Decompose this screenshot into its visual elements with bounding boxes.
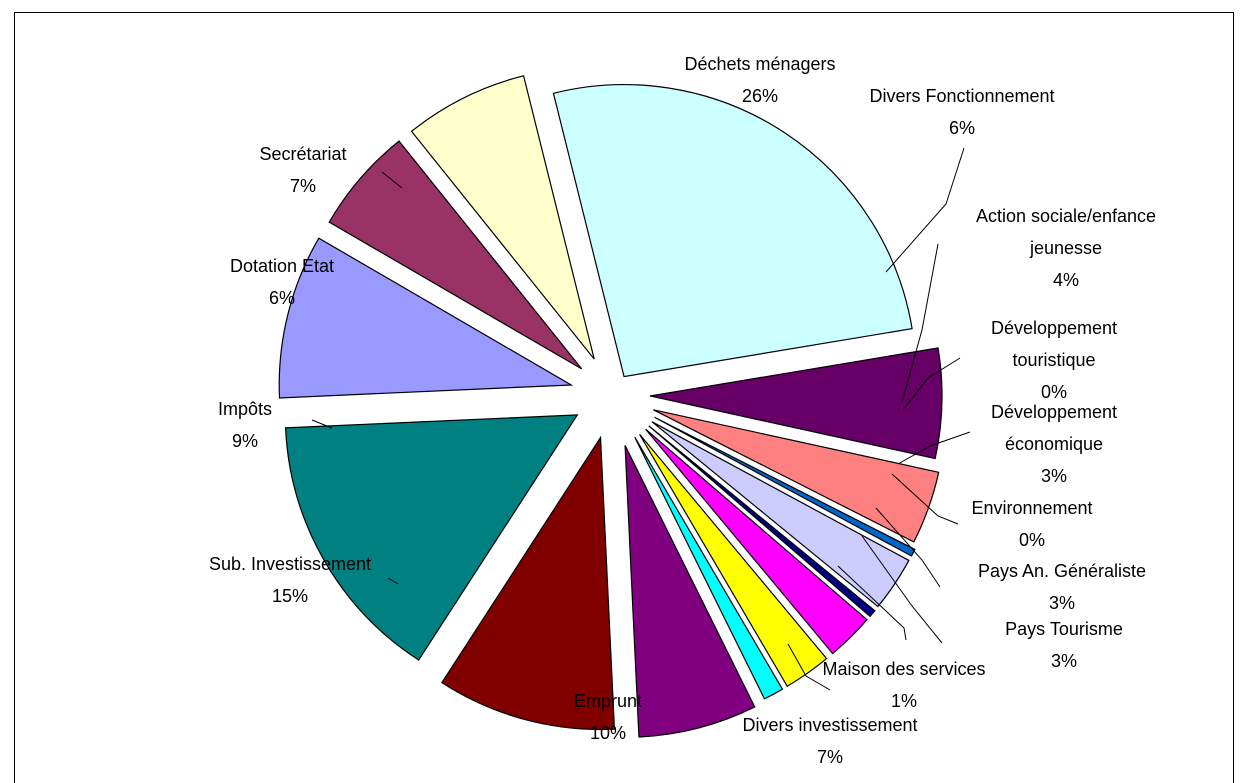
- slice-label: Impôts 9%: [218, 399, 272, 451]
- slice-name: Impôts: [218, 399, 272, 419]
- pie-slice: [441, 435, 616, 731]
- slice-name: Développement: [991, 318, 1117, 338]
- slice-label: Secrétariat 7%: [259, 144, 346, 196]
- slice-percent: 0%: [1041, 382, 1067, 402]
- pie-slice: [552, 84, 913, 378]
- pie-slice: [328, 140, 583, 370]
- slice-name: Sub. Investissement: [209, 554, 371, 574]
- slice-name: jeunesse: [1029, 238, 1102, 258]
- pie-slice: [639, 433, 828, 688]
- slice-label: Maison des services 1%: [822, 659, 985, 711]
- slice-name: Pays Tourisme: [1005, 619, 1123, 639]
- slice-name: Divers Fonctionnement: [869, 86, 1054, 106]
- slice-name: Dotation Etat: [230, 256, 334, 276]
- slice-percent: 26%: [742, 86, 778, 106]
- pie-slices: [278, 75, 943, 738]
- slice-percent: 3%: [1051, 651, 1077, 671]
- slice-percent: 6%: [949, 118, 975, 138]
- slice-name: Divers investissement: [742, 715, 917, 735]
- slice-percent: 9%: [232, 431, 258, 451]
- slice-label: Emprunt 10%: [574, 691, 642, 743]
- pie-slice: [284, 414, 579, 661]
- pie-slice: [634, 436, 784, 700]
- leader-line: [897, 431, 971, 465]
- slice-name: Action sociale/enfance: [976, 206, 1156, 226]
- slice-percent: 0%: [1019, 530, 1045, 550]
- slice-name: Environnement: [971, 498, 1092, 518]
- leader-line: [875, 507, 941, 588]
- leader-line: [891, 473, 959, 525]
- leader-line: [387, 577, 399, 585]
- slice-label: Déchets ménagers 26%: [684, 54, 835, 106]
- slice-name: Emprunt: [574, 691, 642, 711]
- slice-percent: 7%: [817, 747, 843, 767]
- pie-slice: [651, 421, 910, 608]
- pie-slice: [624, 445, 756, 738]
- slice-name: Pays An. Généraliste: [978, 561, 1146, 581]
- slice-label: Sub. Investissement 15%: [209, 554, 371, 606]
- slice-labels: Déchets ménagers 26% Divers Fonctionnement…: [209, 54, 1156, 767]
- slice-label: Pays An. Généraliste 3%: [978, 561, 1146, 613]
- leader-line: [381, 171, 403, 189]
- leader-line: [902, 357, 961, 411]
- slice-label: Environnement 0%: [971, 498, 1092, 550]
- slice-name: Développement: [991, 402, 1117, 422]
- pie-slice: [645, 428, 868, 655]
- slice-label: Divers Fonctionnement 6%: [869, 86, 1054, 138]
- pie-slice: [410, 75, 595, 360]
- pie-slice: [654, 416, 916, 557]
- leader-line: [311, 419, 333, 429]
- pie-slice: [278, 237, 574, 399]
- slice-label: Action sociale/enfance jeunesse 4%: [976, 206, 1156, 290]
- slice-label: Développement économique 3%: [991, 402, 1117, 486]
- slice-percent: 6%: [269, 288, 295, 308]
- slice-percent: 1%: [891, 691, 917, 711]
- slice-percent: 3%: [1049, 593, 1075, 613]
- leader-line: [885, 147, 965, 273]
- slice-percent: 10%: [590, 723, 626, 743]
- slice-name: économique: [1005, 434, 1103, 454]
- slice-label: Développement touristique 0%: [991, 318, 1117, 402]
- slice-label: Pays Tourisme 3%: [1005, 619, 1123, 671]
- slice-label: Dotation Etat 6%: [230, 256, 334, 308]
- slice-name: Maison des services: [822, 659, 985, 679]
- leader-lines: [311, 147, 971, 691]
- slice-name: Déchets ménagers: [684, 54, 835, 74]
- leader-line: [837, 565, 907, 641]
- leader-line: [901, 243, 939, 403]
- leader-line: [861, 535, 943, 644]
- slice-percent: 7%: [290, 176, 316, 196]
- pie-slice: [649, 347, 943, 460]
- slice-percent: 4%: [1053, 270, 1079, 290]
- slice-name: Secrétariat: [259, 144, 346, 164]
- slice-percent: 15%: [272, 586, 308, 606]
- pie-slice: [648, 425, 876, 618]
- leader-line: [787, 643, 831, 691]
- slice-name: touristique: [1012, 350, 1095, 370]
- slice-percent: 3%: [1041, 466, 1067, 486]
- slice-label: Divers investissement 7%: [742, 715, 917, 767]
